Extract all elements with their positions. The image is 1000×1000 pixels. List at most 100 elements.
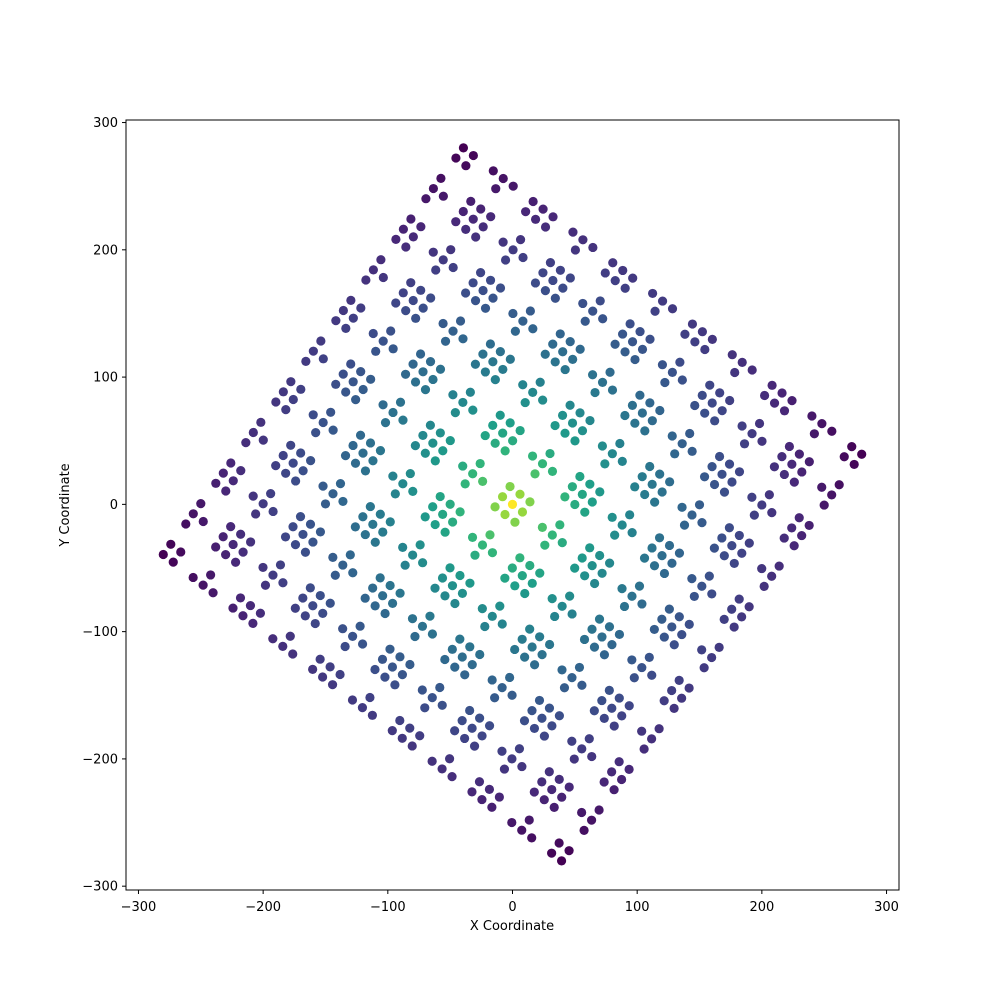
- scatter-point: [390, 489, 400, 499]
- scatter-point: [620, 347, 630, 357]
- scatter-point: [789, 477, 799, 487]
- scatter-point: [430, 519, 440, 530]
- scatter-point: [607, 639, 617, 650]
- scatter-point: [787, 396, 797, 406]
- scatter-point: [637, 726, 647, 736]
- scatter-point: [417, 685, 427, 695]
- scatter-point: [580, 571, 590, 581]
- scatter-point: [218, 468, 228, 478]
- scatter-point: [271, 397, 281, 407]
- scatter-point: [754, 418, 765, 429]
- scatter-point: [348, 631, 358, 641]
- scatter-point: [488, 357, 498, 367]
- scatter-point: [544, 703, 555, 713]
- scatter-point: [435, 364, 446, 374]
- scatter-point: [500, 573, 510, 583]
- scatter-point: [767, 508, 777, 518]
- scatter-point: [717, 533, 727, 543]
- scatter-point: [510, 581, 520, 591]
- scatter-point: [507, 754, 517, 764]
- scatter-point: [355, 621, 365, 631]
- scatter-point: [395, 397, 406, 407]
- scatter-point: [730, 367, 740, 378]
- scatter-point: [507, 499, 518, 509]
- scatter-point: [719, 551, 729, 561]
- scatter-point: [444, 754, 455, 764]
- scatter-point: [709, 543, 719, 553]
- scatter-point: [348, 313, 358, 323]
- scatter-point: [218, 532, 228, 542]
- scatter-point: [211, 542, 221, 552]
- scatter-point: [447, 771, 457, 782]
- scatter-point: [674, 675, 684, 685]
- scatter-point: [554, 711, 565, 721]
- scatter-point: [490, 502, 500, 512]
- scatter-point: [338, 624, 348, 634]
- scatter-point: [567, 609, 577, 619]
- scatter-point: [578, 235, 588, 245]
- scatter-point: [238, 611, 248, 621]
- scatter-point: [614, 629, 625, 640]
- scatter-point: [418, 558, 428, 568]
- scatter-point: [370, 601, 380, 611]
- scatter-point: [286, 377, 296, 387]
- scatter-point: [515, 489, 525, 499]
- scatter-point: [527, 578, 537, 588]
- scatter-point: [774, 561, 784, 571]
- scatter-point: [407, 741, 417, 751]
- scatter-point: [421, 194, 431, 204]
- scatter-point: [529, 660, 540, 670]
- scatter-point: [370, 537, 380, 547]
- scatter-point: [495, 283, 506, 293]
- scatter-point: [458, 397, 468, 408]
- scatter-point: [517, 825, 527, 835]
- scatter-point: [507, 817, 517, 828]
- scatter-point: [480, 430, 490, 441]
- scatter-point: [300, 547, 311, 557]
- scatter-point: [647, 670, 657, 680]
- scatter-point: [629, 673, 639, 683]
- scatter-point: [477, 731, 487, 741]
- scatter-point: [645, 398, 655, 408]
- scatter-point: [535, 568, 545, 578]
- scatter-point: [705, 380, 715, 390]
- scatter-point: [488, 293, 498, 303]
- scatter-point: [395, 652, 405, 662]
- scatter-point: [684, 619, 694, 630]
- scatter-point: [408, 359, 418, 369]
- scatter-point: [437, 573, 448, 583]
- scatter-point: [478, 285, 488, 296]
- y-tick-label: −200: [82, 752, 118, 767]
- scatter-point: [689, 591, 699, 602]
- scatter-point: [737, 548, 747, 558]
- scatter-point: [539, 731, 550, 741]
- scatter-point: [515, 235, 526, 245]
- y-tick-label: 300: [93, 116, 118, 131]
- scatter-point: [734, 530, 744, 541]
- scatter-point: [700, 344, 710, 355]
- scatter-point: [645, 461, 655, 472]
- scatter-point: [555, 265, 565, 275]
- scatter-point: [584, 734, 594, 744]
- scatter-point: [537, 522, 547, 532]
- scatter-point: [490, 438, 500, 448]
- scatter-points: [158, 143, 867, 866]
- y-tick-label: 0: [110, 498, 118, 513]
- scatter-point: [630, 482, 640, 492]
- scatter-point: [420, 385, 431, 395]
- scatter-point: [445, 563, 455, 573]
- scatter-point: [707, 398, 717, 408]
- scatter-point: [534, 695, 545, 706]
- scatter-point: [737, 612, 747, 622]
- scatter-point: [595, 296, 605, 306]
- scatter-point: [817, 419, 827, 429]
- scatter-point: [475, 649, 485, 660]
- scatter-point: [266, 489, 276, 499]
- scatter-point: [478, 476, 488, 486]
- scatter-point: [281, 468, 291, 478]
- scatter-point: [547, 721, 557, 731]
- scatter-point: [635, 390, 645, 400]
- scatter-point: [725, 395, 735, 406]
- scatter-point: [637, 662, 647, 673]
- scatter-point: [749, 510, 759, 520]
